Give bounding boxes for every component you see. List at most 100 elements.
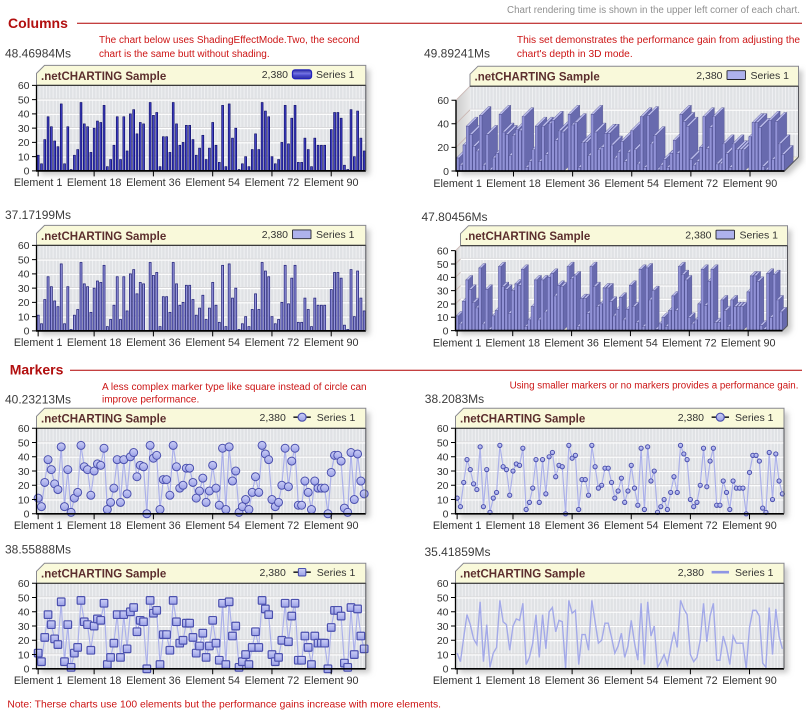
svg-text:This set demonstrates the perf: This set demonstrates the performance ga… <box>517 35 800 46</box>
svg-text:A less complex marker type lik: A less complex marker type like square i… <box>102 382 367 393</box>
svg-text:.netCHARTING Sample: .netCHARTING Sample <box>475 72 600 84</box>
svg-text:Element 54: Element 54 <box>604 520 659 532</box>
svg-text:38.55888Ms: 38.55888Ms <box>5 542 71 556</box>
svg-text:40: 40 <box>437 607 449 619</box>
svg-text:Element 54: Element 54 <box>185 177 240 189</box>
svg-text:.netCHARTING Sample: .netCHARTING Sample <box>41 569 166 581</box>
svg-text:60: 60 <box>437 578 449 590</box>
svg-text:0: 0 <box>24 326 30 338</box>
svg-text:chart's depth in 3D mode.: chart's depth in 3D mode. <box>517 49 633 60</box>
svg-text:30: 30 <box>18 466 30 478</box>
svg-text:60: 60 <box>437 423 449 435</box>
svg-text:60: 60 <box>437 95 449 107</box>
svg-text:Element 72: Element 72 <box>245 177 300 189</box>
svg-text:Element 36: Element 36 <box>126 520 181 532</box>
svg-text:40: 40 <box>18 109 30 121</box>
svg-text:Element 54: Element 54 <box>604 178 659 190</box>
svg-text:40: 40 <box>18 607 30 619</box>
svg-text:Element 90: Element 90 <box>304 520 359 532</box>
svg-text:60: 60 <box>18 423 30 435</box>
svg-text:50: 50 <box>18 254 30 266</box>
svg-text:30: 30 <box>18 621 30 633</box>
svg-text:Element 36: Element 36 <box>126 675 181 687</box>
svg-text:Element 54: Element 54 <box>185 675 240 687</box>
svg-text:20: 20 <box>437 299 449 311</box>
svg-text:10: 10 <box>437 312 449 324</box>
svg-text:Series 1: Series 1 <box>316 69 355 81</box>
svg-text:38.2083Ms: 38.2083Ms <box>425 392 484 406</box>
svg-text:60: 60 <box>437 245 449 257</box>
svg-text:10: 10 <box>437 494 449 506</box>
svg-text:Element 54: Element 54 <box>604 675 659 687</box>
svg-text:Columns: Columns <box>8 15 68 31</box>
svg-text:20: 20 <box>437 480 449 492</box>
svg-text:30: 30 <box>18 123 30 135</box>
svg-text:47.80456Ms: 47.80456Ms <box>422 210 488 224</box>
svg-text:Using smaller markers or no ma: Using smaller markers or no markers prov… <box>510 381 799 392</box>
svg-text:Element 90: Element 90 <box>721 338 776 350</box>
svg-text:Element 1: Element 1 <box>14 520 63 532</box>
svg-text:0: 0 <box>443 664 449 676</box>
svg-text:Series 1: Series 1 <box>751 70 790 82</box>
svg-text:Chart rendering time is shown: Chart rendering time is shown in the upp… <box>507 5 800 16</box>
svg-text:chart is the same butt without: chart is the same butt without shading. <box>99 49 270 60</box>
svg-text:Element 18: Element 18 <box>486 520 541 532</box>
svg-text:improve performance.: improve performance. <box>102 395 199 406</box>
svg-text:10: 10 <box>18 151 30 163</box>
svg-text:0: 0 <box>443 166 449 178</box>
svg-text:Series 1: Series 1 <box>735 567 774 579</box>
svg-text:2,380: 2,380 <box>678 567 704 579</box>
svg-text:.netCHARTING Sample: .netCHARTING Sample <box>41 414 166 426</box>
svg-text:20: 20 <box>18 297 30 309</box>
svg-text:50: 50 <box>437 259 449 271</box>
svg-text:37.17199Ms: 37.17199Ms <box>5 208 71 222</box>
svg-text:Element 18: Element 18 <box>486 178 541 190</box>
svg-text:Element 90: Element 90 <box>304 337 359 349</box>
svg-text:Note: Therse charts use 100 el: Note: Therse charts use 100 elements but… <box>7 700 441 711</box>
svg-text:Element 72: Element 72 <box>663 675 718 687</box>
svg-text:10: 10 <box>18 311 30 323</box>
svg-text:30: 30 <box>437 466 449 478</box>
svg-text:20: 20 <box>18 480 30 492</box>
svg-text:10: 10 <box>437 649 449 661</box>
svg-text:Element 1: Element 1 <box>433 338 482 350</box>
svg-text:50: 50 <box>18 437 30 449</box>
svg-text:20: 20 <box>18 137 30 149</box>
svg-text:Element 72: Element 72 <box>663 520 718 532</box>
svg-text:Element 36: Element 36 <box>126 177 181 189</box>
svg-text:Element 18: Element 18 <box>67 337 122 349</box>
svg-text:2,380: 2,380 <box>678 412 704 424</box>
svg-text:.netCHARTING Sample: .netCHARTING Sample <box>41 231 166 243</box>
svg-text:Element 54: Element 54 <box>185 520 240 532</box>
svg-text:2,380: 2,380 <box>262 229 288 241</box>
svg-text:Element 72: Element 72 <box>245 520 300 532</box>
svg-text:40: 40 <box>18 452 30 464</box>
svg-text:Element 90: Element 90 <box>722 675 777 687</box>
svg-text:Element 72: Element 72 <box>664 178 719 190</box>
svg-text:50: 50 <box>437 592 449 604</box>
svg-text:2,380: 2,380 <box>260 567 286 579</box>
svg-text:20: 20 <box>437 142 449 154</box>
svg-text:Element 72: Element 72 <box>245 675 300 687</box>
svg-text:Element 72: Element 72 <box>662 338 717 350</box>
svg-text:48.46984Ms: 48.46984Ms <box>5 47 71 61</box>
svg-text:Element 1: Element 1 <box>14 337 63 349</box>
svg-text:30: 30 <box>437 285 449 297</box>
svg-text:Element 36: Element 36 <box>545 675 600 687</box>
svg-text:.netCHARTING Sample: .netCHARTING Sample <box>41 71 166 83</box>
svg-text:Markers: Markers <box>10 361 64 377</box>
svg-text:50: 50 <box>18 94 30 106</box>
svg-text:2,380: 2,380 <box>260 412 286 424</box>
svg-text:Element 1: Element 1 <box>433 520 482 532</box>
svg-text:Element 1: Element 1 <box>433 675 482 687</box>
svg-text:30: 30 <box>18 283 30 295</box>
svg-text:Series 1: Series 1 <box>735 412 774 424</box>
svg-text:20: 20 <box>18 635 30 647</box>
svg-text:40: 40 <box>18 269 30 281</box>
svg-text:Element 90: Element 90 <box>722 520 777 532</box>
svg-text:0: 0 <box>443 509 449 521</box>
svg-text:2,380: 2,380 <box>262 69 288 81</box>
svg-text:49.89241Ms: 49.89241Ms <box>424 47 490 61</box>
svg-text:40: 40 <box>437 452 449 464</box>
svg-text:0: 0 <box>24 664 30 676</box>
